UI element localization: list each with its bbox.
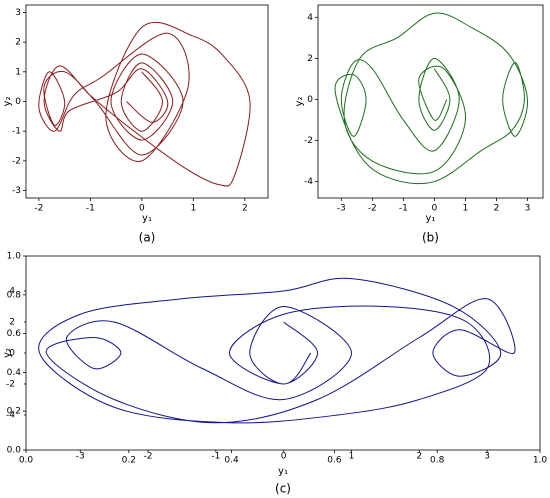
y-tick-label: 0.4: [7, 368, 22, 378]
x-tick-label: 1: [190, 204, 196, 214]
y-tick-label: -3: [12, 186, 21, 196]
x-tick-label: 1.0: [533, 456, 548, 466]
y-tick-label: 0.2: [7, 407, 21, 417]
panel-caption: (c): [275, 482, 291, 496]
y-tick-label: 3: [15, 8, 21, 18]
x2-tick-label: -1: [211, 452, 220, 462]
y2-tick-label: 2: [9, 318, 15, 328]
x-tick-label: 0.2: [122, 456, 136, 466]
y-tick-label: -1: [12, 127, 21, 137]
x-tick-label: -2: [368, 204, 377, 214]
y2-tick-label: 4: [9, 287, 15, 297]
x-tick-label: 3: [525, 204, 531, 214]
y-tick-label: 0: [15, 97, 21, 107]
y2-tick-label: -4: [6, 410, 15, 420]
y-axis-label: y₂: [2, 97, 13, 107]
y-axis-label: y₂: [294, 97, 305, 107]
plot-frame: [317, 4, 544, 199]
y2-tick-label: 0: [9, 349, 15, 359]
panel-caption: (b): [422, 231, 439, 245]
y-tick-label: -2: [304, 136, 313, 146]
x-tick-label: -2: [34, 204, 43, 214]
x-axis-label: y₁: [142, 213, 152, 224]
y-tick-label: -2: [12, 156, 21, 166]
x-tick-label: 0: [432, 204, 438, 214]
y-tick-label: 0.8: [7, 290, 22, 300]
x-axis-label: y₁: [278, 466, 288, 477]
x-tick-label: 2: [242, 204, 248, 214]
panel-caption: (a): [139, 231, 156, 245]
x-tick-label: 0: [139, 204, 145, 214]
x2-tick-label: 3: [484, 452, 490, 462]
y-tick-label: 2: [15, 38, 21, 48]
y-tick-label: -4: [304, 177, 313, 187]
x-tick-label: 0.6: [327, 456, 342, 466]
y-tick-label: 0: [307, 95, 313, 105]
x-tick-label: 0.8: [430, 456, 445, 466]
x-tick-label: 0.4: [224, 456, 239, 466]
x-tick-label: -1: [86, 204, 95, 214]
x-tick-label: -3: [337, 204, 346, 214]
x2-tick-label: 1: [349, 452, 355, 462]
y-axis-label: y₂: [2, 348, 13, 358]
trajectory: [38, 277, 516, 424]
x-tick-label: 2: [494, 204, 500, 214]
y2-tick-label: -2: [6, 379, 15, 389]
y-tick-label: 2: [307, 54, 313, 64]
y-tick-label: 1.0: [7, 252, 22, 262]
x-tick-label: 1: [463, 204, 469, 214]
y-tick-label: 0.6: [7, 329, 22, 339]
x2-tick-label: -3: [76, 452, 85, 462]
y-tick-label: 1: [15, 67, 21, 77]
x2-tick-label: 0: [281, 452, 287, 462]
plot-frame: [25, 4, 269, 199]
x-tick-label: 0.0: [19, 456, 34, 466]
trajectory: [334, 12, 528, 185]
x2-tick-label: 2: [416, 452, 422, 462]
x2-tick-label: -2: [144, 452, 153, 462]
y-tick-label: 4: [307, 13, 313, 23]
y-tick-label: 0.0: [7, 446, 22, 456]
x-axis-label: y₁: [426, 213, 436, 224]
trajectory: [38, 21, 251, 187]
x-tick-label: -1: [399, 204, 408, 214]
